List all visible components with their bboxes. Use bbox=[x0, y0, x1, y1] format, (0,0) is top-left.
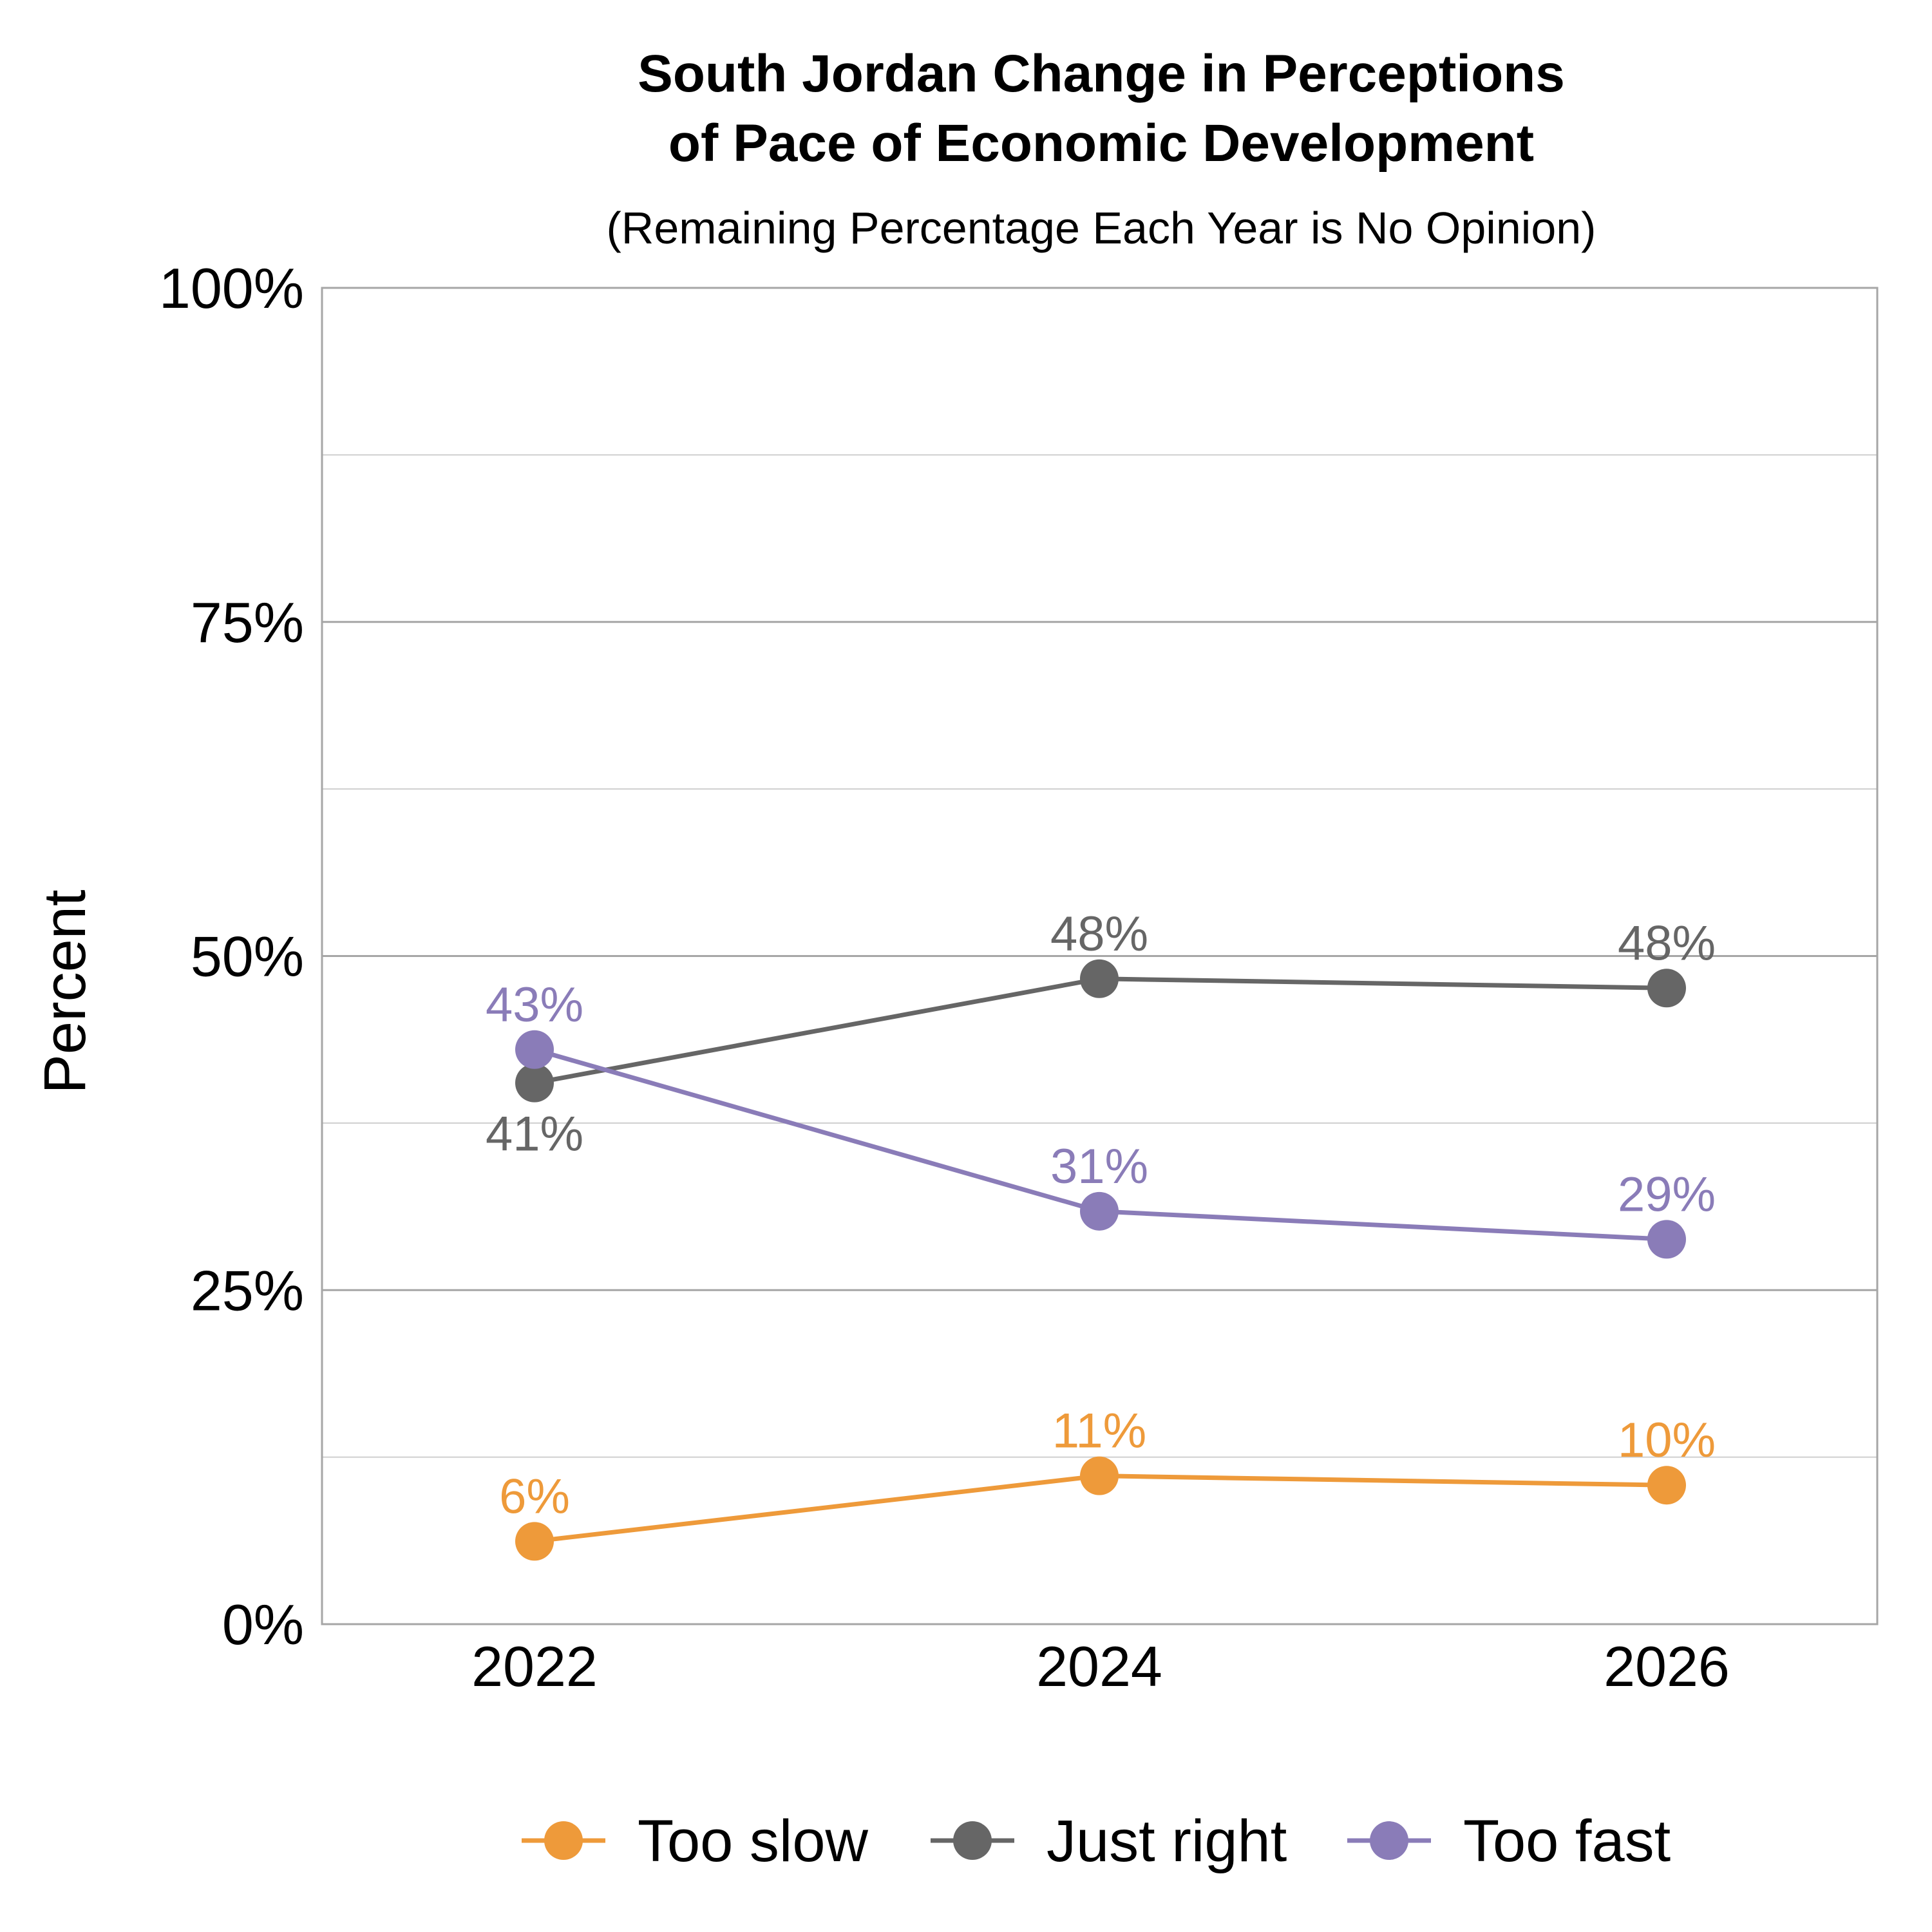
plot-frame bbox=[321, 287, 1879, 1625]
legend-label: Just right bbox=[1046, 1808, 1287, 1874]
legend-label: Too fast bbox=[1463, 1808, 1671, 1874]
x-tick-label: 2022 bbox=[471, 1634, 598, 1698]
y-tick-label: 100% bbox=[159, 256, 304, 320]
x-tick-label: 2024 bbox=[1036, 1634, 1162, 1698]
chart-subtitle: (Remaining Percentage Each Year is No Op… bbox=[607, 203, 1596, 253]
series-data-labels: 43% 31% 29% bbox=[486, 978, 1716, 1222]
chart-title-line-2: of Pace of Economic Development bbox=[668, 114, 1534, 173]
data-point bbox=[1080, 959, 1119, 998]
series-points bbox=[515, 1456, 1686, 1561]
y-tick-label: 50% bbox=[191, 925, 304, 989]
data-label: 11% bbox=[1052, 1404, 1146, 1459]
legend-item: Too slow bbox=[522, 1808, 868, 1874]
y-tick-label: 25% bbox=[191, 1258, 304, 1322]
y-axis-ticks: 0% 25% 50% 75% 100% bbox=[159, 256, 304, 1656]
chart-title-line-1: South Jordan Change in Perceptions bbox=[638, 44, 1565, 103]
legend-marker bbox=[953, 1821, 992, 1860]
data-point bbox=[515, 1522, 554, 1561]
data-point bbox=[515, 1030, 554, 1069]
data-point bbox=[1647, 969, 1686, 1008]
data-point bbox=[1647, 1220, 1686, 1259]
data-label: 10% bbox=[1618, 1413, 1716, 1468]
data-point bbox=[515, 1063, 554, 1103]
series-data-labels: 6% 11% 10% bbox=[499, 1404, 1716, 1524]
series-layer: 6% 11% 10% 41% 48% 48% 43% 31% 29% bbox=[486, 907, 1716, 1561]
legend-marker bbox=[544, 1821, 583, 1860]
x-axis-ticks: 2022 2024 2026 bbox=[471, 1634, 1730, 1698]
legend-item: Too fast bbox=[1347, 1808, 1671, 1874]
series-points bbox=[515, 959, 1686, 1103]
x-tick-label: 2026 bbox=[1604, 1634, 1730, 1698]
data-label: 29% bbox=[1618, 1167, 1716, 1222]
y-tick-label: 75% bbox=[191, 591, 304, 654]
data-label: 31% bbox=[1050, 1139, 1148, 1194]
series-points bbox=[515, 1030, 1686, 1259]
data-label: 41% bbox=[486, 1107, 583, 1162]
data-label: 6% bbox=[499, 1469, 570, 1524]
y-tick-label: 0% bbox=[222, 1593, 304, 1656]
data-label: 43% bbox=[486, 978, 583, 1032]
data-point bbox=[1080, 1191, 1119, 1231]
legend-label: Too slow bbox=[638, 1808, 868, 1874]
legend: Too slow Just right Too fast bbox=[522, 1808, 1671, 1874]
y-axis-label: Percent bbox=[32, 889, 98, 1094]
legend-item: Just right bbox=[931, 1808, 1287, 1874]
legend-marker bbox=[1370, 1821, 1408, 1860]
data-point bbox=[1080, 1456, 1119, 1495]
series-data-labels: 41% 48% 48% bbox=[486, 907, 1716, 1162]
data-label: 48% bbox=[1618, 916, 1716, 971]
data-label: 48% bbox=[1050, 907, 1148, 961]
data-point bbox=[1647, 1466, 1686, 1505]
